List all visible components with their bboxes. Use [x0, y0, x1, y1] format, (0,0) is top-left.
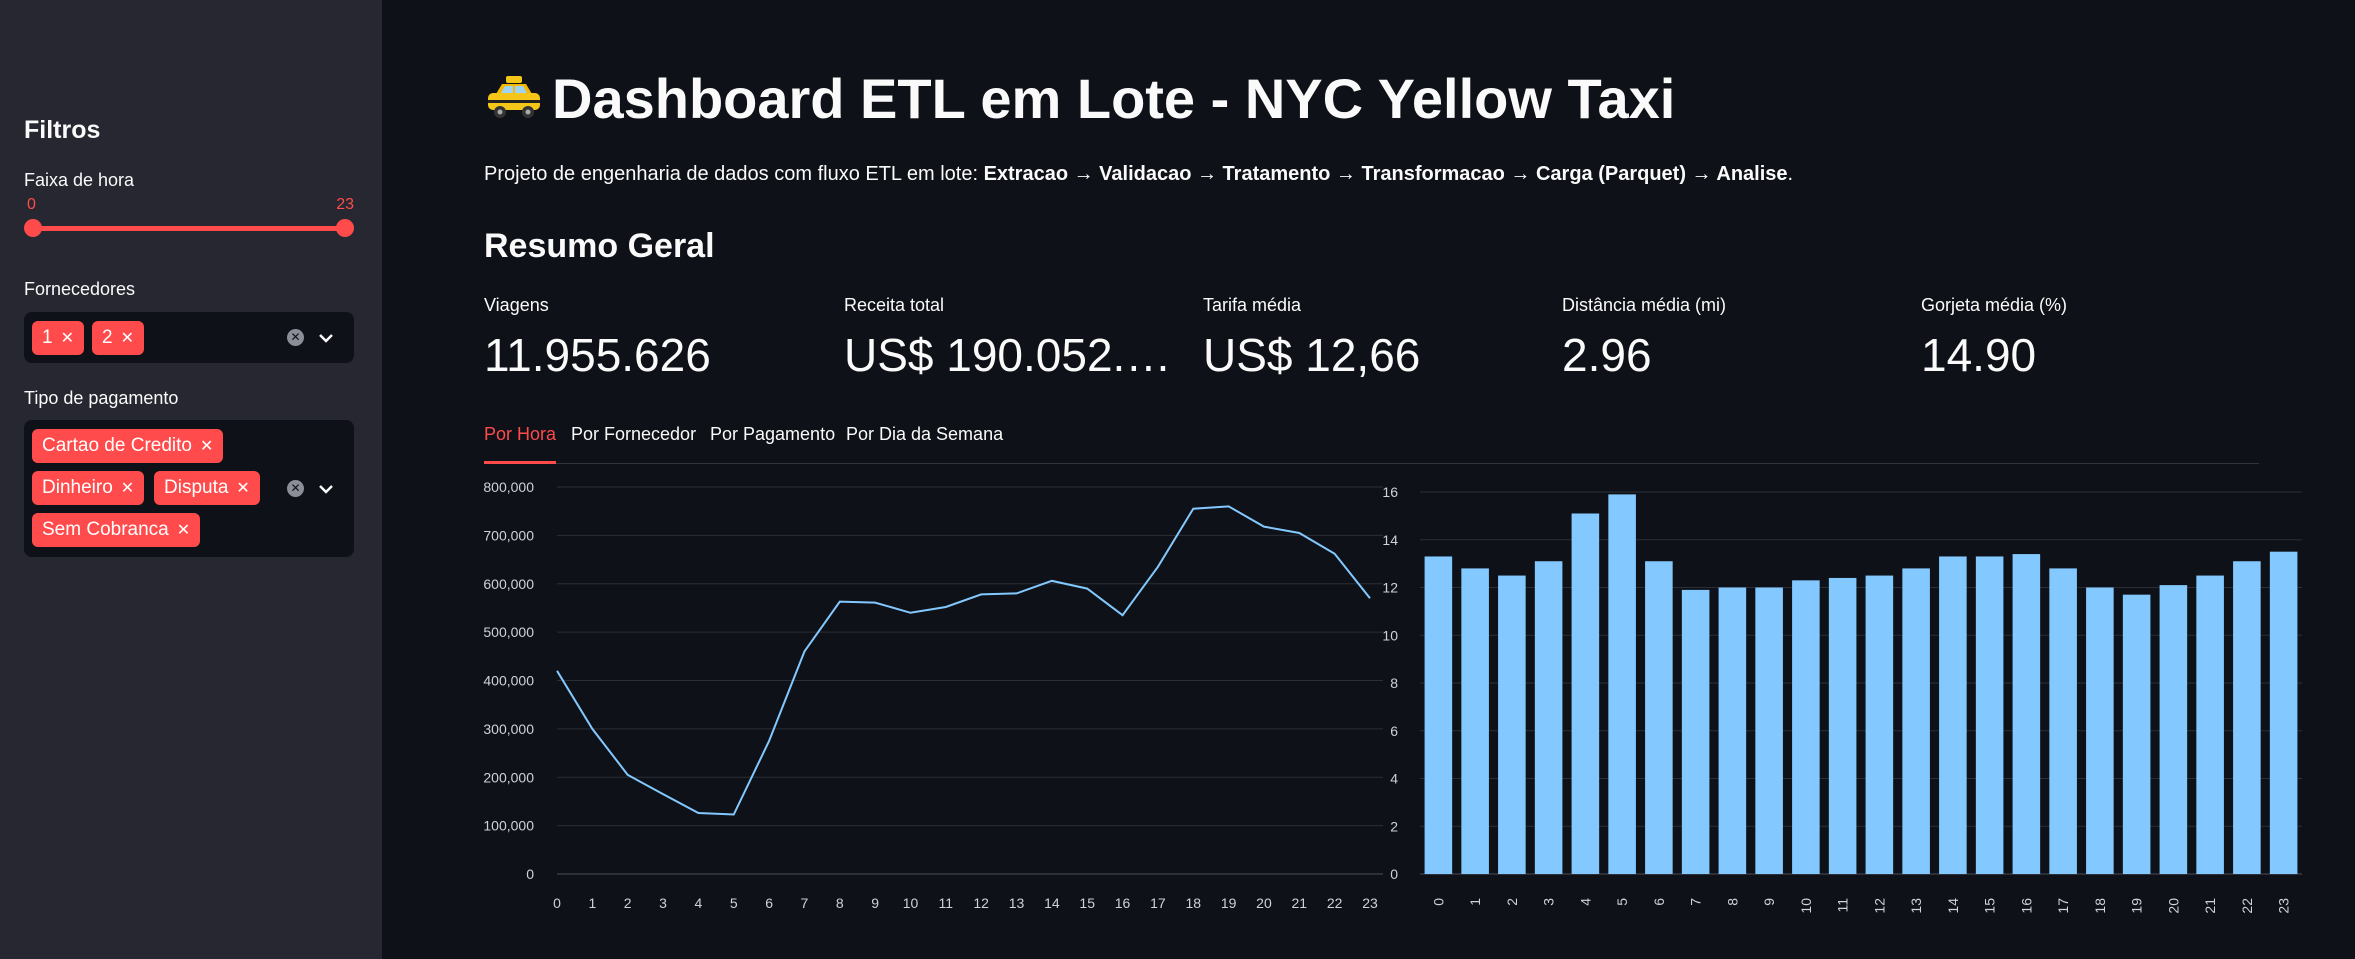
payment-chip[interactable]: Cartao de Credito ✕ [32, 429, 224, 463]
slider-min-value: 0 [27, 196, 36, 213]
sidebar-title: Filtros [24, 116, 101, 144]
metric-label: Viagens [484, 295, 549, 315]
payment-chip[interactable]: Sem Cobranca ✕ [32, 513, 201, 547]
slider-track [32, 226, 346, 231]
taxi-icon [488, 76, 540, 118]
metric-avg-tip: Gorjeta média (%) 14.90 [1921, 295, 2261, 382]
payment-chip[interactable]: Dinheiro ✕ [32, 471, 145, 505]
tab-por-pagamento[interactable]: Por Pagamento [710, 424, 836, 444]
clear-icon[interactable]: ✕ [287, 480, 304, 497]
remove-chip-icon[interactable]: ✕ [120, 330, 134, 347]
remove-chip-icon[interactable]: ✕ [120, 480, 135, 497]
tab-por-hora[interactable]: Por Hora [484, 424, 557, 464]
payment-chip[interactable]: Disputa ✕ [154, 471, 260, 505]
metric-label: Distância média (mi) [1562, 295, 1727, 315]
metric-avg-distance: Distância média (mi) 2.96 [1562, 295, 1902, 382]
slider-min-handle[interactable] [24, 219, 42, 237]
page-title-row: Dashboard ETL em Lote - NYC Yellow Taxi [484, 66, 1675, 131]
sidebar: Filtros Faixa de hora 0 23 Fornecedores … [0, 0, 382, 959]
remove-chip-icon[interactable]: ✕ [199, 438, 214, 455]
page-subtitle: Projeto de engenharia de dados com fluxo… [484, 163, 1793, 186]
metric-value: 2.96 [1562, 329, 1652, 381]
tab-por-fornecedor[interactable]: Por Fornecedor [571, 424, 697, 444]
chip-label: Cartao de Credito [42, 435, 192, 456]
clear-icon[interactable]: ✕ [287, 329, 304, 346]
metric-value: 14.90 [1921, 329, 2037, 381]
remove-chip-icon[interactable]: ✕ [176, 522, 191, 539]
chip-label: Sem Cobranca [42, 519, 169, 540]
metric-trips: Viagens 11.955.626 [484, 295, 824, 382]
subtitle-pipeline: Extracao → Validacao → Tratamento → Tran… [983, 163, 1788, 185]
slider-max-handle[interactable] [336, 219, 354, 237]
metric-value: 11.955.626 [484, 329, 711, 381]
provider-chip[interactable]: 1 ✕ [32, 321, 84, 355]
slider-max-value: 23 [336, 196, 354, 213]
chip-label: Disputa [164, 477, 229, 498]
tab-por-dia-semana[interactable]: Por Dia da Semana [846, 424, 1004, 444]
provider-chip[interactable]: 2 ✕ [92, 321, 144, 355]
metric-revenue: Receita total US$ 190.052.25… [844, 295, 1184, 382]
payment-label: Tipo de pagamento [24, 388, 179, 408]
remove-chip-icon[interactable]: ✕ [236, 480, 250, 497]
remove-chip-icon[interactable]: ✕ [60, 330, 74, 347]
providers-multiselect[interactable]: 1 ✕ 2 ✕ ✕ [24, 312, 354, 363]
chip-label: 1 [42, 327, 53, 348]
providers-label: Fornecedores [24, 279, 136, 299]
hour-filter-label: Faixa de hora [24, 170, 135, 190]
metric-avg-fare: Tarifa média US$ 12,66 [1203, 295, 1543, 382]
chevron-down-icon[interactable] [316, 479, 336, 499]
page-title: Dashboard ETL em Lote - NYC Yellow Taxi [552, 67, 1676, 130]
metric-label: Gorjeta média (%) [1921, 295, 2068, 315]
chip-label: Dinheiro [42, 477, 113, 498]
metric-value: US$ 12,66 [1203, 329, 1421, 381]
chevron-down-icon[interactable] [316, 328, 336, 348]
tab-bar: Por Hora Por Fornecedor Por Pagamento Po… [484, 424, 2259, 464]
subtitle-end: . [1787, 163, 1794, 185]
metric-label: Tarifa média [1203, 295, 1302, 315]
payment-multiselect[interactable]: Cartao de Credito ✕ Dinheiro ✕ Disputa ✕ Se… [24, 420, 354, 557]
hour-range-slider[interactable]: 0 23 [24, 196, 354, 246]
main-content: Dashboard ETL em Lote - NYC Yellow Taxi … [382, 0, 2355, 959]
subtitle-text: Projeto de engenharia de dados com fluxo… [484, 163, 984, 185]
metric-value: US$ 190.052.25… [844, 329, 1184, 381]
chip-label: 2 [102, 327, 113, 348]
summary-title: Resumo Geral [484, 227, 715, 265]
metric-label: Receita total [844, 295, 945, 315]
